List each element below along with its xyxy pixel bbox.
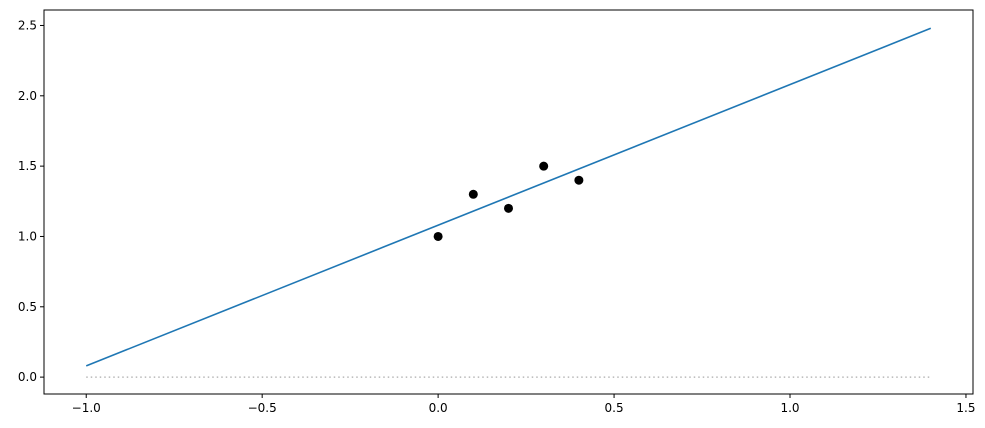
point <box>504 203 513 213</box>
point <box>539 161 549 171</box>
y-tick-label: 1.0 <box>18 229 37 243</box>
axes-frame <box>43 9 974 395</box>
x-tick-label: 1.5 <box>956 401 975 415</box>
x-tick-label: 0.5 <box>605 401 624 415</box>
x-tick-label: 0.0 <box>429 401 448 415</box>
point <box>468 189 478 199</box>
point <box>433 231 443 241</box>
y-tick-label: 2.5 <box>18 18 37 32</box>
x-tick-label: −1.0 <box>72 401 101 415</box>
y-tick-label: 2.0 <box>18 89 37 103</box>
x-tick-label: 1.0 <box>780 401 799 415</box>
y-tick-label: 0.0 <box>18 370 37 384</box>
y-tick-label: 0.5 <box>18 300 37 314</box>
x-tick-label: −0.5 <box>248 401 277 415</box>
y-tick-label: 1.5 <box>18 159 37 173</box>
point <box>574 175 584 185</box>
fit-line <box>85 27 932 367</box>
